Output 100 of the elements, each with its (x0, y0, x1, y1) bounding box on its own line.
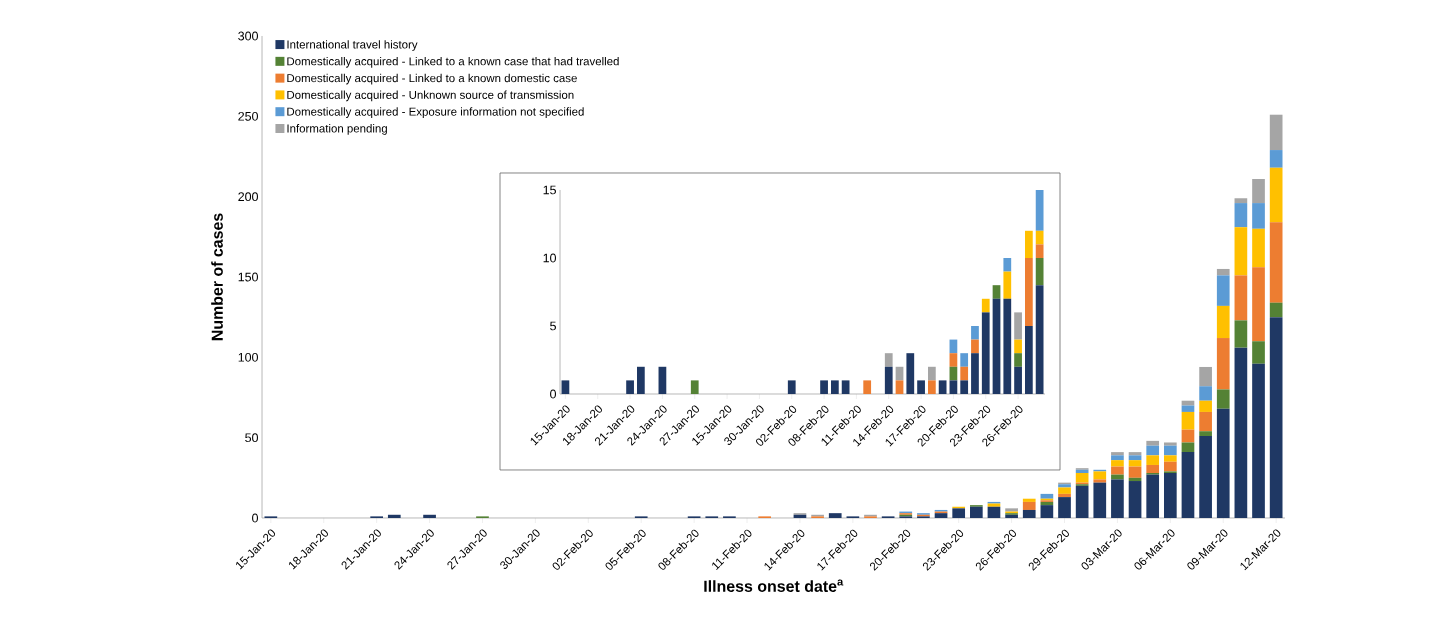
bar (960, 353, 969, 367)
bar (1216, 305, 1230, 339)
bar (841, 380, 850, 394)
x-axis-title: Illness onset date$^{a}$ (704, 579, 844, 592)
bar (1163, 473, 1177, 518)
bar (969, 506, 983, 518)
bar (690, 380, 699, 394)
bar (1269, 114, 1283, 151)
bar (987, 506, 1001, 518)
bar (387, 514, 401, 518)
bar (938, 380, 947, 394)
bar (1111, 460, 1124, 467)
bar (1075, 485, 1089, 518)
bar (1163, 461, 1177, 472)
bar (1128, 481, 1142, 518)
bar (1035, 257, 1044, 286)
legend-label: Information pending (287, 124, 387, 135)
bar (1199, 386, 1212, 401)
bar (1163, 455, 1177, 462)
bar (1216, 408, 1230, 518)
bar (1035, 285, 1044, 394)
bar (1252, 178, 1265, 204)
bar (1199, 431, 1212, 437)
y-tick-label: 200 (238, 192, 258, 202)
y-tick-label: 15 (543, 185, 556, 195)
bar (1269, 302, 1283, 318)
bar (1040, 505, 1054, 518)
bar (1269, 167, 1283, 223)
bar (1075, 473, 1089, 483)
legend-label: International travel history (287, 40, 418, 51)
bar (1022, 498, 1036, 502)
bar (1128, 466, 1142, 478)
y-tick-label: 150 (238, 272, 258, 282)
bar (1234, 320, 1248, 348)
bar (927, 380, 936, 394)
bar (1252, 363, 1265, 518)
bar (830, 380, 839, 394)
bar (960, 380, 969, 394)
bar (1024, 230, 1033, 258)
bar (992, 298, 1001, 394)
bar (1252, 203, 1265, 229)
bar (1269, 222, 1283, 303)
bar (820, 380, 828, 394)
bar (1216, 389, 1230, 409)
bar (1093, 471, 1107, 480)
bar (927, 366, 936, 381)
bar (1093, 482, 1107, 518)
bar (1181, 452, 1195, 518)
bar (1058, 497, 1071, 518)
bar (1234, 275, 1248, 321)
y-tick-label: 100 (238, 352, 258, 362)
bar (1234, 198, 1248, 204)
bar (561, 380, 570, 394)
y-tick-label: 250 (238, 111, 258, 121)
legend-label: Domestically acquired - Unknown source of transmission (287, 90, 574, 102)
bar (906, 353, 915, 394)
bar (1093, 479, 1107, 483)
bar (1014, 366, 1022, 394)
bar (1234, 227, 1248, 276)
bar (1058, 493, 1071, 498)
bar (992, 285, 1001, 299)
bar (1146, 445, 1160, 456)
bar (895, 380, 904, 394)
bar (884, 366, 893, 394)
bar (1058, 487, 1071, 494)
bar (1269, 150, 1283, 168)
bar (1014, 353, 1022, 367)
bar (658, 366, 667, 394)
y-tick-label: 10 (543, 253, 557, 263)
bar (1040, 493, 1054, 499)
bar (1111, 452, 1124, 456)
legend-label: Domestically acquired - Linked to a known domestic case (287, 73, 577, 85)
y-tick-label: 0 (252, 513, 259, 523)
bar (1003, 257, 1012, 272)
bar (787, 380, 796, 394)
bar (636, 366, 645, 394)
bar (952, 508, 966, 518)
bar (626, 380, 634, 394)
bar (828, 513, 842, 518)
bar (1111, 466, 1124, 475)
y-axis-title: Number of cases (211, 213, 223, 341)
bar (1111, 479, 1124, 518)
bar (981, 298, 990, 313)
bar (949, 353, 958, 367)
bar (1163, 445, 1177, 456)
bar (1003, 298, 1012, 394)
bar (981, 312, 990, 394)
bar (1216, 338, 1230, 390)
bar (1146, 464, 1160, 473)
bar (1216, 275, 1230, 306)
bar (1022, 501, 1036, 510)
bar (1181, 411, 1195, 430)
bar (423, 514, 436, 518)
bar (971, 353, 979, 394)
y-tick-label: 300 (238, 31, 258, 41)
bar (1269, 317, 1283, 518)
bar (1252, 267, 1265, 342)
bar (1199, 436, 1212, 518)
bar (1181, 442, 1195, 453)
bar (1146, 440, 1160, 446)
